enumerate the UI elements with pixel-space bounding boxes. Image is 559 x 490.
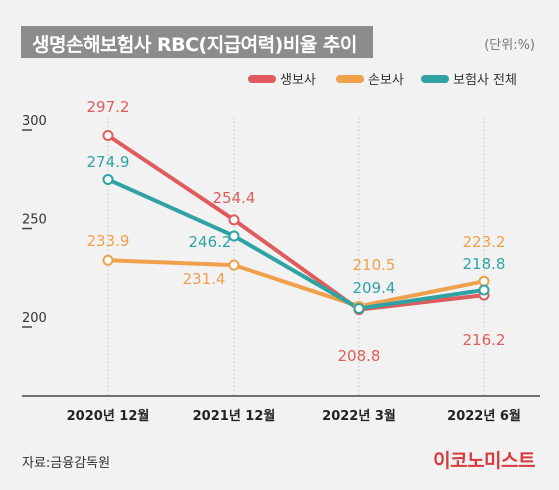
x-tick-label: 2022년 3월 [322, 408, 396, 424]
data-point [102, 130, 114, 142]
data-label: 216.2 [463, 331, 506, 349]
data-point [102, 254, 114, 266]
data-label: 233.9 [87, 232, 130, 250]
legend-label: 생보사 [280, 73, 316, 88]
series-line-2 [106, 177, 486, 311]
data-label: 218.8 [463, 255, 506, 273]
y-tick-label: 300 [22, 114, 47, 129]
legend-label: 보험사 전체 [453, 73, 517, 88]
x-tick-label: 2021년 12월 [193, 408, 276, 424]
data-point [228, 214, 240, 226]
data-label: 246.2 [189, 233, 232, 251]
x-tick-label: 2022년 6월 [447, 408, 521, 424]
series-line-0 [106, 133, 486, 312]
data-point [353, 302, 365, 314]
data-point [478, 275, 490, 287]
legend-label: 손보사 [368, 73, 404, 88]
data-point [478, 284, 490, 296]
brand-logo: 이코노미스트 [433, 450, 535, 472]
title-bar [21, 26, 373, 58]
data-point [102, 173, 114, 185]
unit-label: (단위:%) [484, 38, 535, 53]
data-label: 223.2 [463, 233, 506, 251]
data-label: 231.4 [183, 270, 226, 288]
data-label: 209.4 [353, 279, 396, 297]
data-label: 297.2 [87, 98, 130, 116]
x-tick-label: 2020년 12월 [67, 408, 150, 424]
series-line-1 [106, 258, 486, 309]
data-label: 208.8 [338, 347, 381, 365]
data-point [228, 259, 240, 271]
chart-title: 생명손해보험사 RBC(지급여력)비율 추이 [32, 34, 357, 56]
data-label: 210.5 [353, 256, 396, 274]
data-label: 254.4 [213, 189, 256, 207]
data-label: 274.9 [87, 153, 130, 171]
y-tick-label: 200 [22, 311, 47, 326]
y-tick-label: 250 [22, 213, 47, 228]
data-point [228, 230, 240, 242]
source-note: 자료:금융감독원 [22, 456, 111, 471]
